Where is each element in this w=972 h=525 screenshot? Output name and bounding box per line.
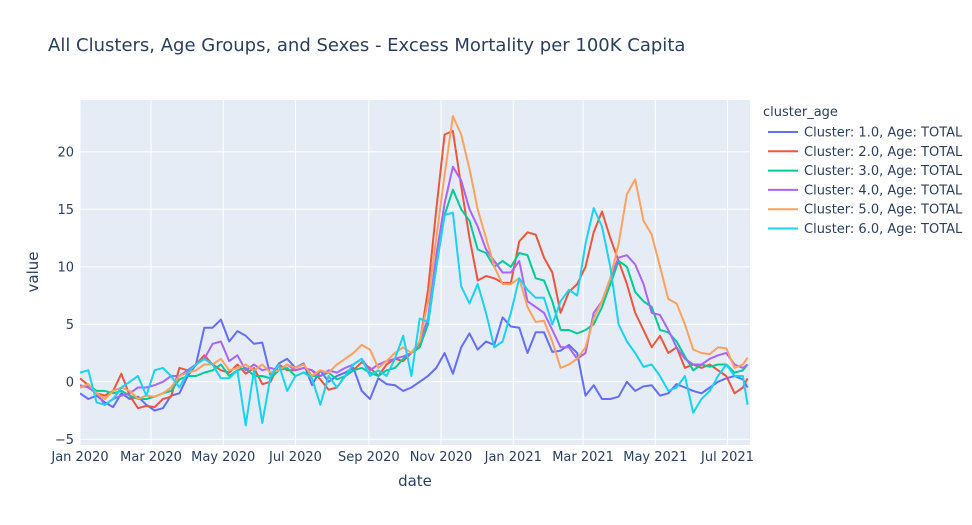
chart-title: All Clusters, Age Groups, and Sexes - Ex… — [48, 35, 685, 56]
y-tick-label: 5 — [66, 318, 74, 333]
legend-label: Cluster: 4.0, Age: TOTAL — [804, 183, 963, 198]
x-tick-label: Jul 2021 — [700, 450, 754, 465]
y-tick-label: 0 — [66, 375, 74, 390]
series-line-cluster-1[interactable] — [80, 316, 749, 412]
x-axis-title: date — [398, 472, 432, 490]
x-tick-label: May 2021 — [623, 450, 687, 465]
x-tick-label: Jul 2020 — [268, 450, 322, 465]
y-axis-ticks: −5 0 5 10 15 20 — [55, 145, 74, 448]
y-tick-label: 20 — [57, 145, 74, 160]
y-axis-title: value — [24, 252, 42, 293]
x-tick-label: Mar 2021 — [552, 450, 614, 465]
legend-label: Cluster: 3.0, Age: TOTAL — [804, 164, 963, 179]
legend-item-cluster-6[interactable]: Cluster: 6.0, Age: TOTAL — [768, 222, 963, 237]
y-tick-label: 15 — [57, 203, 74, 218]
legend-item-cluster-3[interactable]: Cluster: 3.0, Age: TOTAL — [768, 164, 963, 179]
x-tick-label: Jan 2021 — [484, 450, 542, 465]
legend-item-cluster-1[interactable]: Cluster: 1.0, Age: TOTAL — [768, 126, 963, 141]
y-tick-label: 10 — [57, 260, 74, 275]
legend[interactable]: cluster_age Cluster: 1.0, Age: TOTAL Clus… — [763, 105, 963, 237]
legend-item-cluster-4[interactable]: Cluster: 4.0, Age: TOTAL — [768, 183, 963, 198]
legend-item-cluster-5[interactable]: Cluster: 5.0, Age: TOTAL — [768, 203, 963, 218]
y-tick-label: −5 — [55, 433, 74, 448]
x-tick-label: Sep 2020 — [338, 450, 400, 465]
legend-label: Cluster: 5.0, Age: TOTAL — [804, 203, 963, 218]
series-lines — [80, 115, 749, 427]
x-tick-label: Mar 2020 — [120, 450, 182, 465]
legend-title: cluster_age — [763, 105, 838, 120]
x-tick-label: Jan 2020 — [50, 450, 108, 465]
legend-item-cluster-2[interactable]: Cluster: 2.0, Age: TOTAL — [768, 145, 963, 160]
series-line-cluster-6[interactable] — [80, 207, 749, 427]
legend-label: Cluster: 2.0, Age: TOTAL — [804, 145, 963, 160]
legend-label: Cluster: 1.0, Age: TOTAL — [804, 126, 963, 141]
legend-label: Cluster: 6.0, Age: TOTAL — [804, 222, 963, 237]
x-tick-label: Nov 2020 — [410, 450, 473, 465]
y-gridlines — [80, 151, 750, 440]
x-tick-label: May 2020 — [191, 450, 255, 465]
x-axis-ticks: Jan 2020 Mar 2020 May 2020 Jul 2020 Sep 2020… — [50, 450, 754, 465]
